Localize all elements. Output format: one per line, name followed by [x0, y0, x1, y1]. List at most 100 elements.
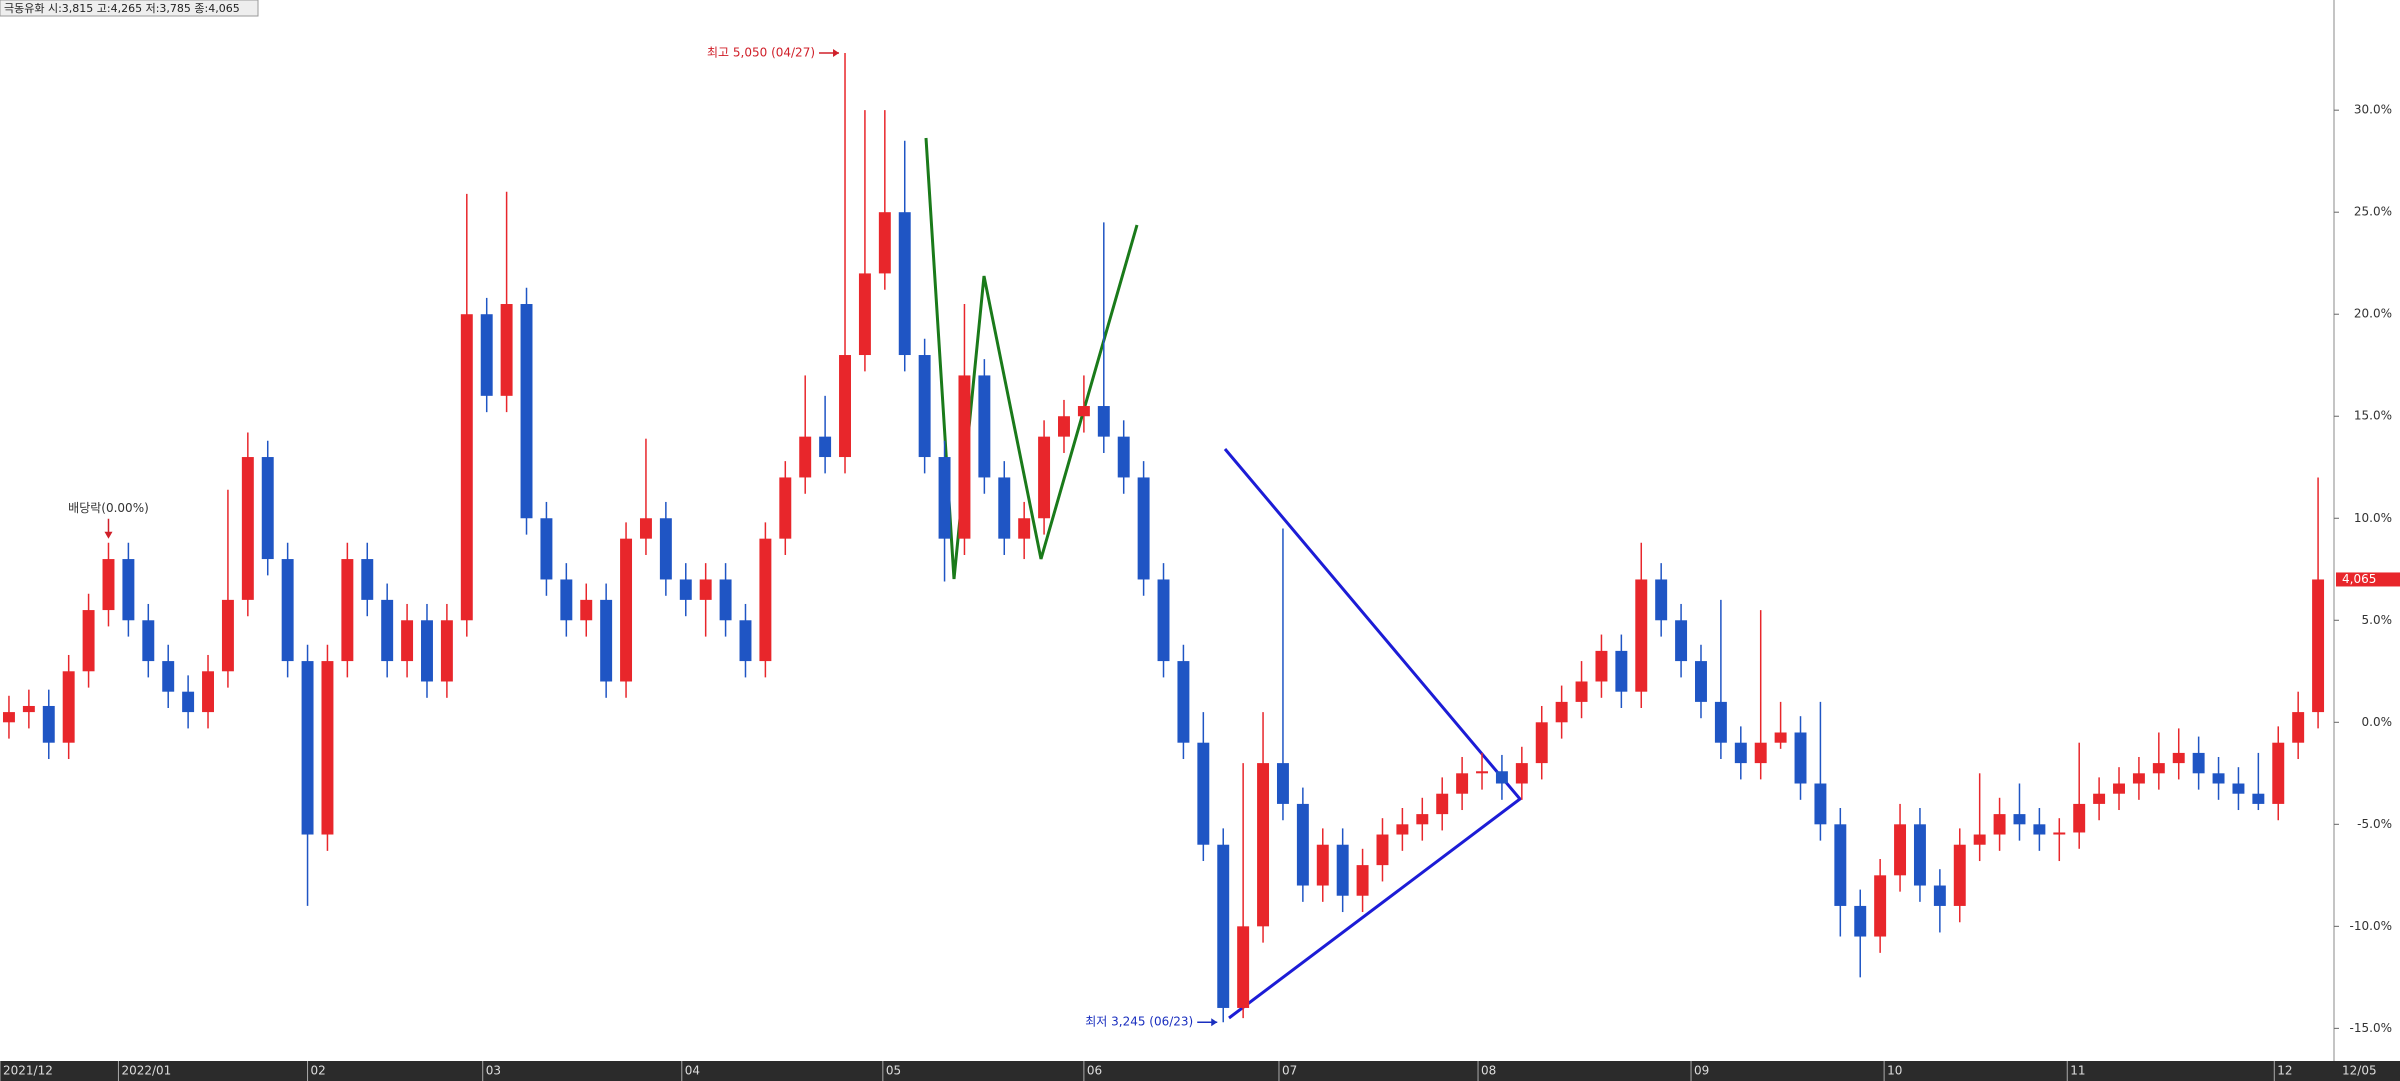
candle-body: [1396, 824, 1409, 835]
x-tick-label: 10: [1887, 1064, 1902, 1078]
candle-body: [998, 477, 1011, 539]
candle-body: [202, 671, 214, 713]
candle-body: [1456, 773, 1469, 794]
candle-body: [639, 518, 652, 539]
y-tick-label: -10.0%: [2350, 919, 2392, 933]
candle-body: [2312, 579, 2325, 713]
candle-body: [2113, 783, 2125, 794]
candle-body: [1595, 650, 1608, 682]
candle-body: [1894, 824, 1907, 876]
candle-body: [421, 620, 433, 682]
candle-body: [1416, 814, 1429, 825]
candle-body: [1077, 406, 1090, 417]
candle-body: [2192, 752, 2205, 774]
candle-body: [779, 477, 792, 539]
candle-body: [1316, 844, 1329, 886]
y-tick-label: 20.0%: [2354, 307, 2392, 321]
candle-body: [1356, 865, 1369, 896]
candle-body: [520, 304, 533, 519]
candle-body: [1615, 650, 1628, 692]
candle-body: [1376, 834, 1389, 866]
candle-body: [1137, 477, 1150, 580]
candle-body: [600, 599, 613, 682]
candle-body: [918, 355, 931, 458]
candle-body: [1197, 742, 1210, 845]
candle-body: [301, 661, 314, 835]
candle-body: [2172, 752, 2185, 764]
candle-body: [1774, 732, 1787, 743]
candle-body: [819, 436, 832, 458]
candle-body: [321, 661, 334, 835]
candle-body: [2292, 712, 2305, 743]
x-tick-label: 09: [1694, 1064, 1709, 1078]
x-tick-label: 08: [1481, 1064, 1496, 1078]
candle-body: [1814, 783, 1827, 825]
candle-body: [1695, 661, 1707, 702]
candle-body: [1933, 885, 1946, 906]
candle-body: [679, 579, 692, 600]
candle-body: [182, 691, 195, 713]
candle-body: [1754, 742, 1767, 764]
candle-body: [2053, 832, 2066, 835]
candle-body: [2132, 773, 2145, 784]
candle-body: [1575, 681, 1588, 702]
candle-body: [799, 436, 812, 478]
candle-body: [1157, 579, 1170, 662]
candle-body: [341, 559, 354, 662]
candle-body: [580, 599, 593, 621]
candle-body: [699, 579, 712, 600]
annotation-arrowhead: [104, 531, 113, 539]
candle-body: [460, 314, 473, 621]
candle-body: [361, 559, 374, 600]
candle-body: [1038, 436, 1051, 519]
candle-body: [1874, 875, 1887, 937]
candle-body: [1953, 844, 1966, 906]
candle-body: [560, 579, 573, 621]
y-tick-label: -15.0%: [2350, 1021, 2392, 1035]
candle-body: [1834, 824, 1847, 906]
candle-body: [122, 559, 135, 621]
candle-body: [1635, 579, 1648, 692]
candle-body: [540, 518, 553, 580]
triangle-trendline: [1223, 448, 1523, 1020]
candle-body: [2152, 763, 2165, 774]
x-tick-label: 12: [2277, 1064, 2292, 1078]
candle-body: [1018, 518, 1031, 539]
candle-body: [2252, 793, 2265, 804]
candle-body: [281, 559, 294, 662]
candle-body: [261, 457, 274, 560]
candle-body: [381, 599, 394, 662]
candle-body: [978, 375, 991, 478]
annotation: 배당락(0.00%): [68, 501, 149, 515]
x-tick-label: 03: [486, 1064, 501, 1078]
x-tick-label: 2021/12: [3, 1064, 53, 1078]
y-tick-label: 5.0%: [2362, 613, 2393, 627]
candle-body: [1655, 579, 1668, 621]
candle-body: [1177, 661, 1190, 743]
candle-body: [1296, 803, 1309, 886]
candle-body: [1794, 732, 1807, 784]
y-tick-label: -5.0%: [2357, 817, 2392, 831]
candle-body: [82, 610, 95, 672]
candle-body: [839, 355, 851, 458]
candle-body: [1714, 701, 1727, 743]
candle-body: [2033, 824, 2046, 835]
candle-body: [2073, 803, 2086, 833]
x-axis-bar: [0, 1061, 2400, 1081]
y-tick-label: 30.0%: [2354, 103, 2392, 117]
title-box: [0, 0, 259, 17]
last-price-box: [2336, 572, 2400, 587]
candle-body: [898, 212, 911, 356]
candle-body: [620, 538, 633, 682]
x-tick-label: 11: [2070, 1064, 2085, 1078]
annotation: 최고 5,050 (04/27): [707, 46, 815, 60]
candle-body: [102, 559, 115, 611]
annotation: 최저 3,245 (06/23): [1085, 1015, 1193, 1029]
candle-body: [22, 705, 35, 713]
candle-body: [858, 273, 871, 356]
candle-body: [1734, 742, 1747, 764]
candle-body: [1097, 406, 1110, 437]
candle-body: [1058, 416, 1070, 437]
